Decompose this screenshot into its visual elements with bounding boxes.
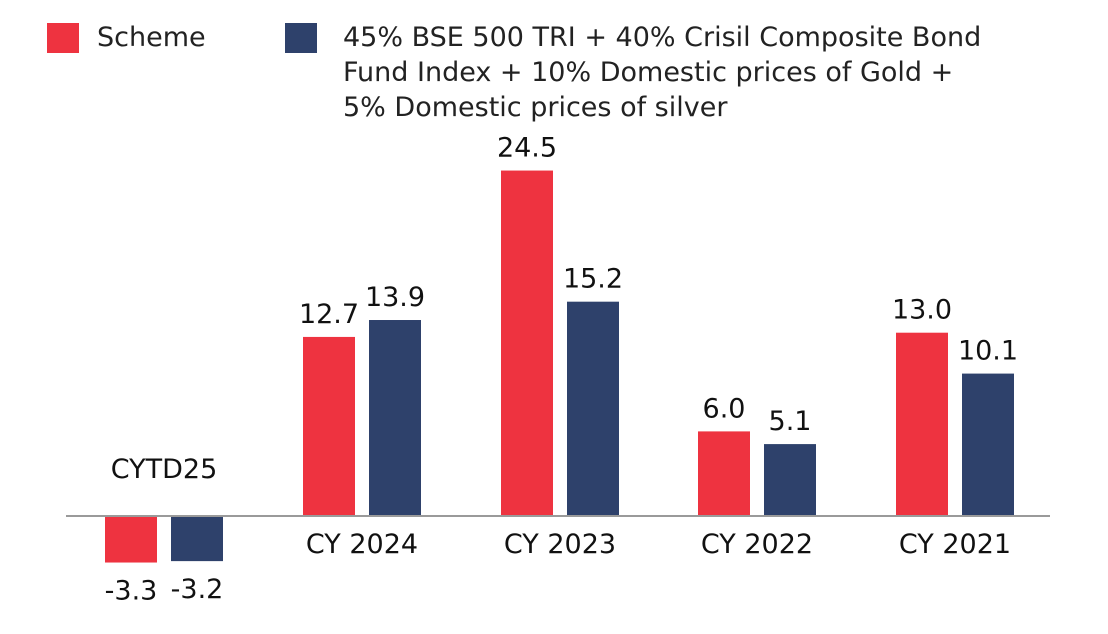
data-label-benchmark: 10.1	[958, 336, 1018, 367]
bar-scheme	[501, 170, 553, 517]
category-label: CY 2023	[504, 529, 616, 560]
bar-scheme	[105, 516, 157, 563]
bar-scheme	[303, 336, 355, 516]
data-label-benchmark: 5.1	[769, 406, 812, 437]
category-label: CY 2022	[701, 529, 813, 560]
legend-label-benchmark-line-3: 5% Domestic prices of silver	[343, 92, 728, 123]
category-label: CY 2021	[899, 529, 1011, 560]
legend-label-scheme: Scheme	[97, 22, 206, 53]
bar-scheme	[896, 332, 948, 516]
data-label-scheme: 13.0	[892, 295, 952, 326]
category-label: CY 2024	[306, 529, 418, 560]
legend-swatch-benchmark	[285, 23, 317, 53]
bar-benchmark	[369, 320, 421, 516]
data-label-benchmark: 13.9	[365, 282, 425, 313]
legend-label-benchmark-line-1: 45% BSE 500 TRI + 40% Crisil Composite B…	[343, 22, 982, 53]
data-label-scheme: 24.5	[497, 133, 557, 164]
bar-benchmark	[171, 516, 223, 562]
legend-swatch-scheme	[47, 23, 79, 53]
category-label: CYTD25	[111, 454, 218, 485]
data-label-benchmark: 15.2	[563, 264, 623, 295]
legend-label-benchmark-line-2: Fund Index + 10% Domestic prices of Gold…	[343, 57, 954, 88]
data-label-scheme: -3.3	[105, 576, 158, 607]
bar-benchmark	[764, 444, 816, 516]
bar-benchmark	[567, 301, 619, 516]
data-label-scheme: 6.0	[703, 393, 746, 424]
data-label-benchmark: -3.2	[171, 574, 224, 605]
data-label-scheme: 12.7	[299, 299, 359, 330]
bar-scheme	[698, 431, 750, 516]
bar-benchmark	[962, 373, 1014, 516]
